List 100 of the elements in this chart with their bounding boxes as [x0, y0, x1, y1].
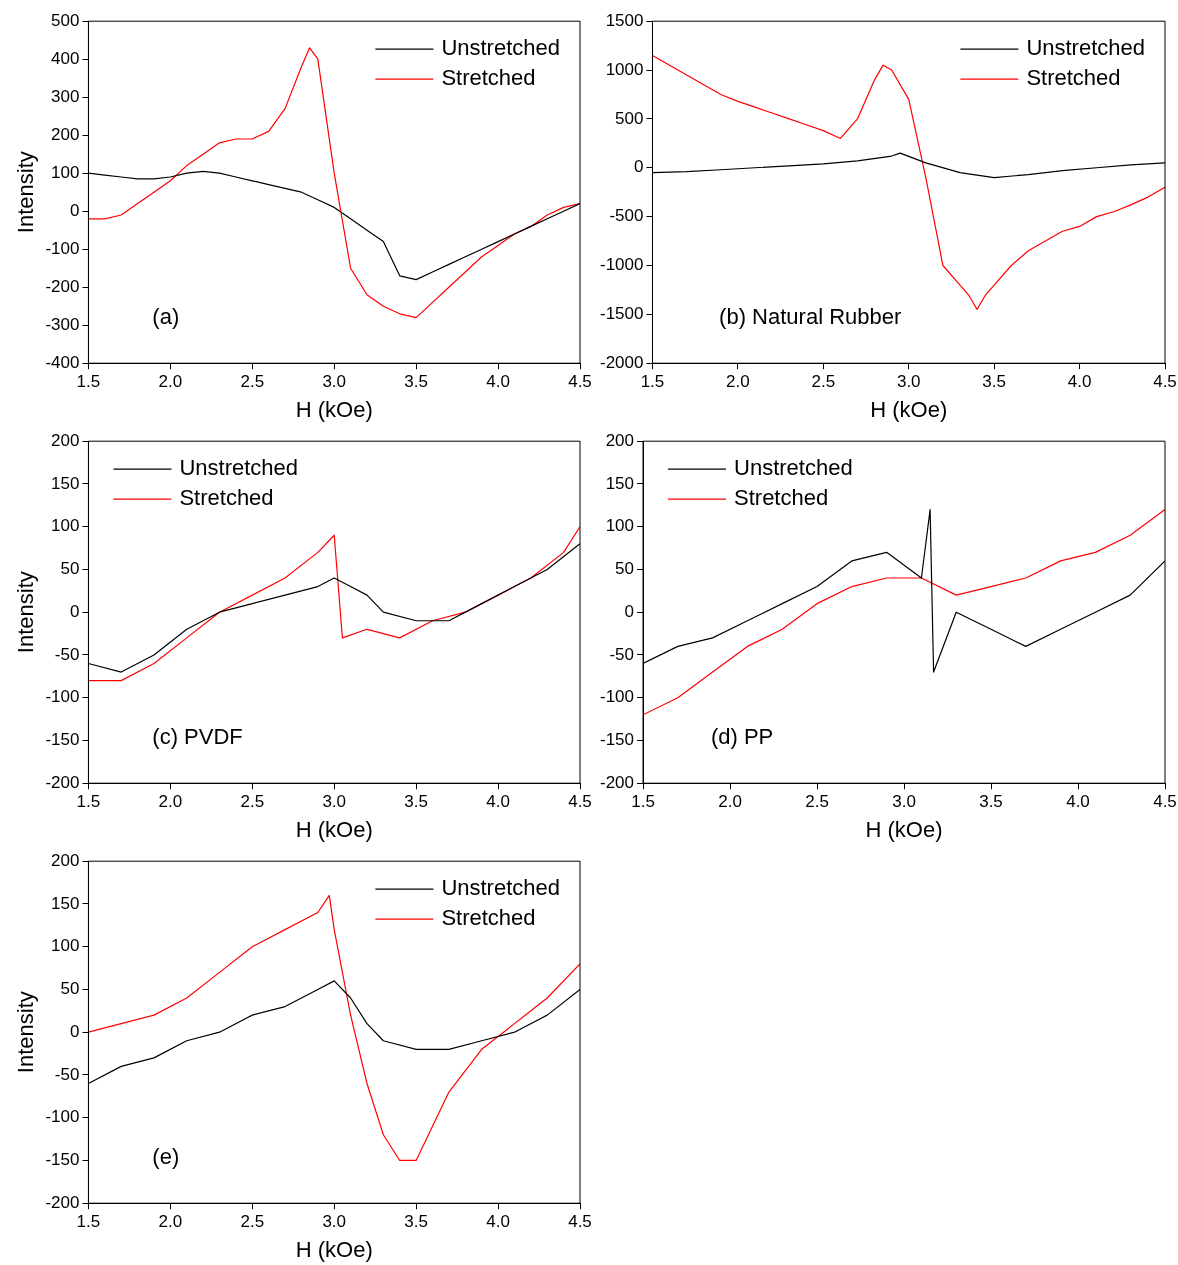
x-axis-title: H (kOe): [865, 816, 943, 842]
y-tick-label: -200: [45, 276, 80, 296]
y-tick-label: -300: [45, 314, 80, 334]
legend-label: Unstretched: [179, 455, 299, 481]
annotation: (d) PP: [710, 724, 774, 750]
x-tick-label: 2.0: [158, 1212, 183, 1232]
y-tick-label: 50: [60, 979, 80, 999]
y-tick-label: 1500: [605, 10, 644, 30]
x-tick-label: 3.5: [404, 372, 428, 392]
x-tick-label: 1.5: [640, 372, 665, 392]
y-tick-label: -50: [54, 644, 80, 664]
legend-label: Stretched: [441, 905, 536, 931]
x-tick-label: 4.5: [568, 1212, 592, 1232]
annotation: (b) Natural Rubber: [719, 304, 902, 330]
y-tick-label: 200: [605, 430, 635, 450]
y-tick-label: -2000: [600, 352, 644, 372]
y-tick-label: -100: [599, 687, 635, 707]
x-tick-label: 4.0: [1066, 792, 1090, 812]
x-tick-label: 3.5: [404, 1212, 428, 1232]
x-tick-label: 2.5: [240, 1212, 265, 1232]
x-tick-label: 3.5: [404, 792, 428, 812]
y-tick-label: -200: [45, 772, 80, 792]
y-tick-label: 0: [624, 601, 635, 621]
y-tick-label: -200: [599, 772, 635, 792]
x-tick-label: 2.0: [158, 792, 183, 812]
y-tick-label: -150: [599, 730, 635, 750]
x-tick-label: 4.0: [486, 792, 510, 812]
annotation: (e): [152, 1144, 180, 1170]
y-tick-label: 100: [51, 516, 80, 536]
y-tick-label: 0: [69, 1021, 80, 1041]
y-tick-label: -200: [45, 1192, 80, 1212]
y-axis-title: Intensity: [13, 991, 39, 1074]
y-tick-label: 0: [634, 157, 644, 177]
y-tick-label: 100: [51, 936, 80, 956]
x-tick-label: 2.0: [158, 372, 183, 392]
y-tick-label: -100: [45, 687, 80, 707]
y-tick-label: 0: [69, 200, 80, 220]
x-tick-label: 1.5: [76, 372, 101, 392]
y-tick-label: 50: [60, 559, 80, 579]
x-tick-label: 4.0: [486, 372, 510, 392]
y-tick-label: 100: [51, 162, 80, 182]
y-tick-label: -50: [609, 644, 635, 664]
y-axis-title: Intensity: [13, 571, 39, 654]
x-tick-label: 1.5: [76, 792, 101, 812]
legend-label: Stretched: [734, 485, 829, 511]
y-tick-label: -100: [45, 238, 80, 258]
legend-label: Unstretched: [1026, 35, 1146, 61]
y-tick-label: 1000: [605, 59, 644, 79]
x-tick-label: 3.5: [979, 792, 1003, 812]
x-tick-label: 1.5: [76, 1212, 101, 1232]
y-tick-label: 200: [51, 850, 80, 870]
y-tick-label: 50: [615, 559, 635, 579]
legend-label: Unstretched: [441, 875, 561, 901]
y-tick-label: 300: [51, 86, 80, 106]
x-tick-label: 4.5: [1153, 792, 1177, 812]
x-tick-label: 3.0: [322, 1212, 347, 1232]
x-tick-label: 4.0: [1067, 372, 1092, 392]
annotation: (c) PVDF: [152, 724, 243, 750]
x-tick-label: 4.5: [568, 372, 592, 392]
y-tick-label: 150: [51, 473, 80, 493]
y-tick-label: 100: [605, 516, 635, 536]
x-tick-label: 2.5: [805, 792, 829, 812]
x-tick-label: 2.5: [240, 372, 265, 392]
x-axis-title: H (kOe): [295, 816, 373, 842]
y-tick-label: 150: [605, 473, 635, 493]
x-tick-label: 4.5: [568, 792, 592, 812]
y-tick-label: -50: [54, 1064, 80, 1084]
y-tick-label: -400: [45, 352, 80, 372]
x-tick-label: 2.0: [718, 792, 742, 812]
legend-label: Unstretched: [734, 455, 853, 481]
y-tick-label: 200: [51, 430, 80, 450]
x-tick-label: 2.5: [811, 372, 836, 392]
y-tick-label: -150: [45, 1150, 80, 1170]
y-tick-label: -150: [45, 730, 80, 750]
x-tick-label: 3.5: [982, 372, 1006, 392]
x-axis-title: H (kOe): [295, 1236, 373, 1262]
y-tick-label: -1000: [600, 255, 644, 275]
y-tick-label: -1500: [600, 304, 644, 324]
x-axis-title: H (kOe): [870, 396, 948, 422]
x-tick-label: 3.0: [892, 792, 916, 812]
legend-label: Stretched: [441, 65, 536, 91]
x-tick-label: 1.5: [631, 792, 655, 812]
y-tick-label: 200: [51, 124, 80, 144]
x-tick-label: 4.0: [486, 1212, 510, 1232]
legend-label: Stretched: [179, 485, 274, 511]
x-tick-label: 2.5: [240, 792, 265, 812]
x-tick-label: 3.0: [322, 792, 347, 812]
y-tick-label: 150: [51, 893, 80, 913]
legend-label: Stretched: [1026, 65, 1121, 91]
y-tick-label: -100: [45, 1107, 80, 1127]
x-tick-label: 2.0: [726, 372, 750, 392]
x-tick-label: 3.0: [322, 372, 347, 392]
y-tick-label: 500: [51, 10, 80, 30]
x-tick-label: 3.0: [896, 372, 921, 392]
y-axis-title: Intensity: [13, 151, 39, 234]
y-tick-label: 400: [51, 48, 80, 68]
y-tick-label: 500: [615, 108, 644, 128]
y-tick-label: 0: [69, 601, 80, 621]
x-tick-label: 4.5: [1153, 372, 1177, 392]
legend-label: Unstretched: [441, 35, 561, 61]
